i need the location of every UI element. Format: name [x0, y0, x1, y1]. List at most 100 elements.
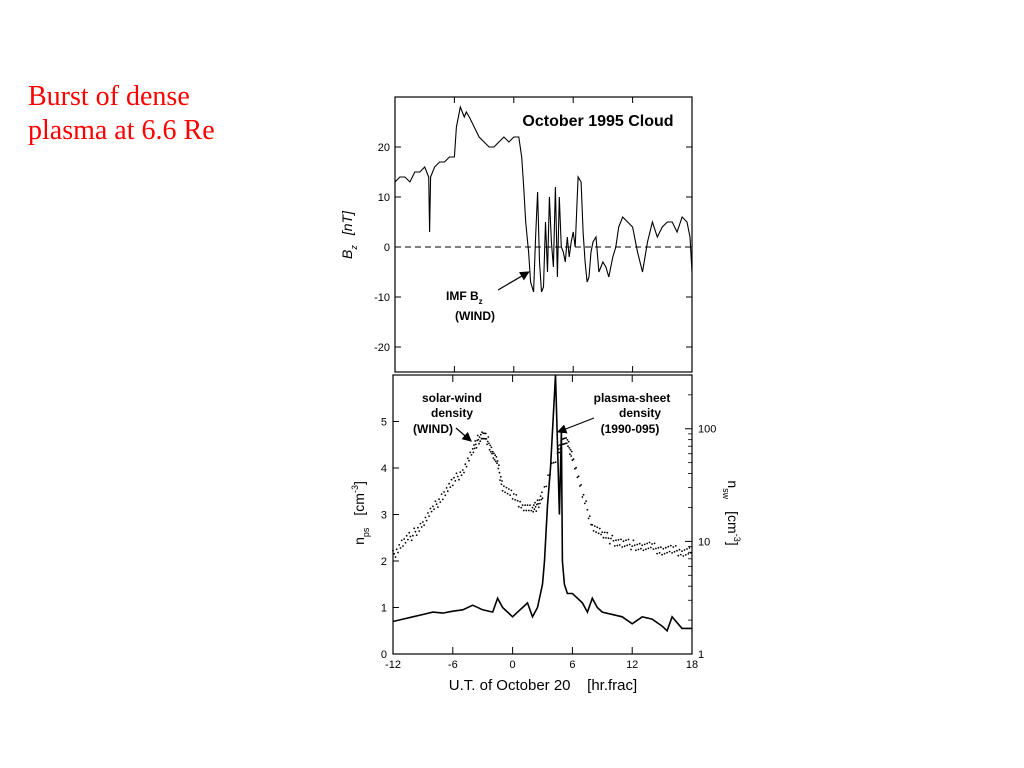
solar-wind-point [403, 538, 406, 540]
bz-y-ticks: 20 10 0 -10 -20 [374, 97, 693, 372]
solar-wind-point [606, 531, 609, 534]
solar-wind-point [643, 543, 646, 546]
solar-wind-point [671, 552, 673, 554]
solar-wind-point [567, 445, 569, 448]
nsw-y-tick-label: 10 [698, 536, 710, 548]
nsw-y-tick-label: 1 [698, 649, 704, 661]
solar-wind-point [423, 524, 425, 526]
solar-wind-point [493, 452, 495, 455]
solar-wind-point [486, 443, 488, 446]
solar-wind-point [414, 530, 417, 533]
solar-wind-point [539, 502, 541, 505]
solar-wind-point [530, 509, 533, 512]
solar-wind-point [622, 540, 625, 543]
solar-wind-point [400, 539, 403, 542]
solar-wind-point [460, 474, 463, 477]
solar-wind-point [681, 550, 683, 552]
solar-wind-annotation-line1: solar-wind [422, 391, 482, 405]
solar-wind-point [465, 465, 468, 468]
solar-wind-point [443, 491, 445, 493]
solar-wind-point [516, 499, 519, 502]
solar-wind-point [415, 534, 418, 536]
nsw-y-tick-label: 100 [698, 424, 716, 436]
solar-wind-point [437, 506, 439, 508]
solar-wind-point [605, 537, 607, 539]
solar-wind-point [598, 527, 601, 530]
bz-y-tick-label: 20 [378, 142, 390, 154]
solar-wind-point [538, 499, 541, 501]
svg-text:nps[cm-3]: nps [cm-3] [350, 481, 371, 545]
solar-wind-point [492, 457, 495, 459]
solar-wind-point [683, 549, 686, 551]
solar-wind-point [477, 438, 480, 441]
solar-wind-point [483, 437, 485, 440]
solar-wind-point [608, 542, 611, 545]
solar-wind-point [512, 493, 515, 495]
solar-wind-point [580, 484, 582, 486]
solar-wind-point [501, 480, 503, 482]
solar-wind-point [519, 500, 521, 503]
solar-wind-point [595, 531, 597, 533]
solar-wind-point [459, 471, 462, 473]
x-tick-label: 6 [569, 659, 575, 671]
solar-wind-point [642, 549, 645, 552]
solar-wind-point [539, 495, 542, 497]
solar-wind-point [636, 543, 639, 546]
x-axis-label: U.T. of October 20 [hr.frac] [449, 677, 637, 694]
solar-wind-point [514, 499, 516, 501]
solar-wind-point [468, 459, 470, 462]
solar-wind-point [499, 479, 501, 481]
solar-wind-point [494, 460, 497, 463]
solar-wind-point [533, 508, 536, 511]
solar-wind-point [412, 534, 414, 537]
bz-series-line [394, 105, 693, 293]
svg-text:Bz[nT]: Bz [nT] [339, 210, 359, 259]
imf-bz-arrow [497, 271, 530, 291]
solar-wind-point [466, 457, 469, 460]
imf-bz-annotation: IMF Bz [446, 289, 483, 306]
plasma-sheet-annotation-line2: density [619, 406, 661, 420]
solar-wind-point [484, 432, 487, 435]
solar-wind-point [617, 539, 620, 541]
solar-wind-point [668, 550, 671, 553]
x-tick-label: 0 [510, 659, 516, 671]
nsw-label-unit-sup: -3 [732, 534, 742, 542]
solar-wind-point [570, 450, 573, 453]
solar-wind-point [486, 440, 489, 443]
bz-y-label-main: B [339, 250, 355, 259]
bz-panel: 20 10 0 -10 -20 October 1995 Cloud Bz [nT] IM… [339, 96, 693, 373]
solar-wind-point [455, 472, 458, 475]
solar-wind-point [488, 442, 490, 445]
nps-label-unit-end: ] [351, 481, 367, 485]
plasma-sheet-annotation-line3: (1990-095) [601, 422, 660, 436]
solar-wind-point [613, 545, 616, 547]
solar-wind-point [511, 498, 514, 500]
solar-wind-point [569, 453, 571, 456]
solar-wind-point [482, 432, 485, 435]
solar-wind-point [489, 450, 492, 453]
imf-bz-annotation-source: (WIND) [455, 309, 495, 323]
solar-wind-point [638, 542, 641, 545]
solar-wind-point [408, 531, 411, 534]
solar-wind-point [587, 517, 590, 520]
solar-wind-point [434, 500, 437, 503]
solar-wind-point [498, 471, 501, 474]
solar-wind-point [676, 549, 678, 552]
solar-wind-point [603, 531, 606, 534]
solar-wind-point [435, 503, 438, 506]
solar-wind-point [662, 547, 665, 550]
solar-wind-point [570, 455, 573, 457]
solar-wind-point [481, 431, 483, 433]
solar-wind-point [572, 458, 575, 460]
solar-wind-point [630, 548, 632, 551]
solar-wind-point [454, 480, 457, 482]
solar-wind-point [554, 461, 557, 464]
solar-wind-point [500, 483, 503, 486]
solar-wind-point [399, 547, 402, 549]
solar-wind-point [689, 551, 692, 554]
solar-wind-point [628, 543, 631, 546]
solar-wind-point [640, 547, 642, 550]
imf-bz-annotation-main: IMF B [446, 289, 479, 303]
solar-wind-point [658, 552, 661, 554]
imf-bz-annotation-sub: z [479, 297, 483, 306]
